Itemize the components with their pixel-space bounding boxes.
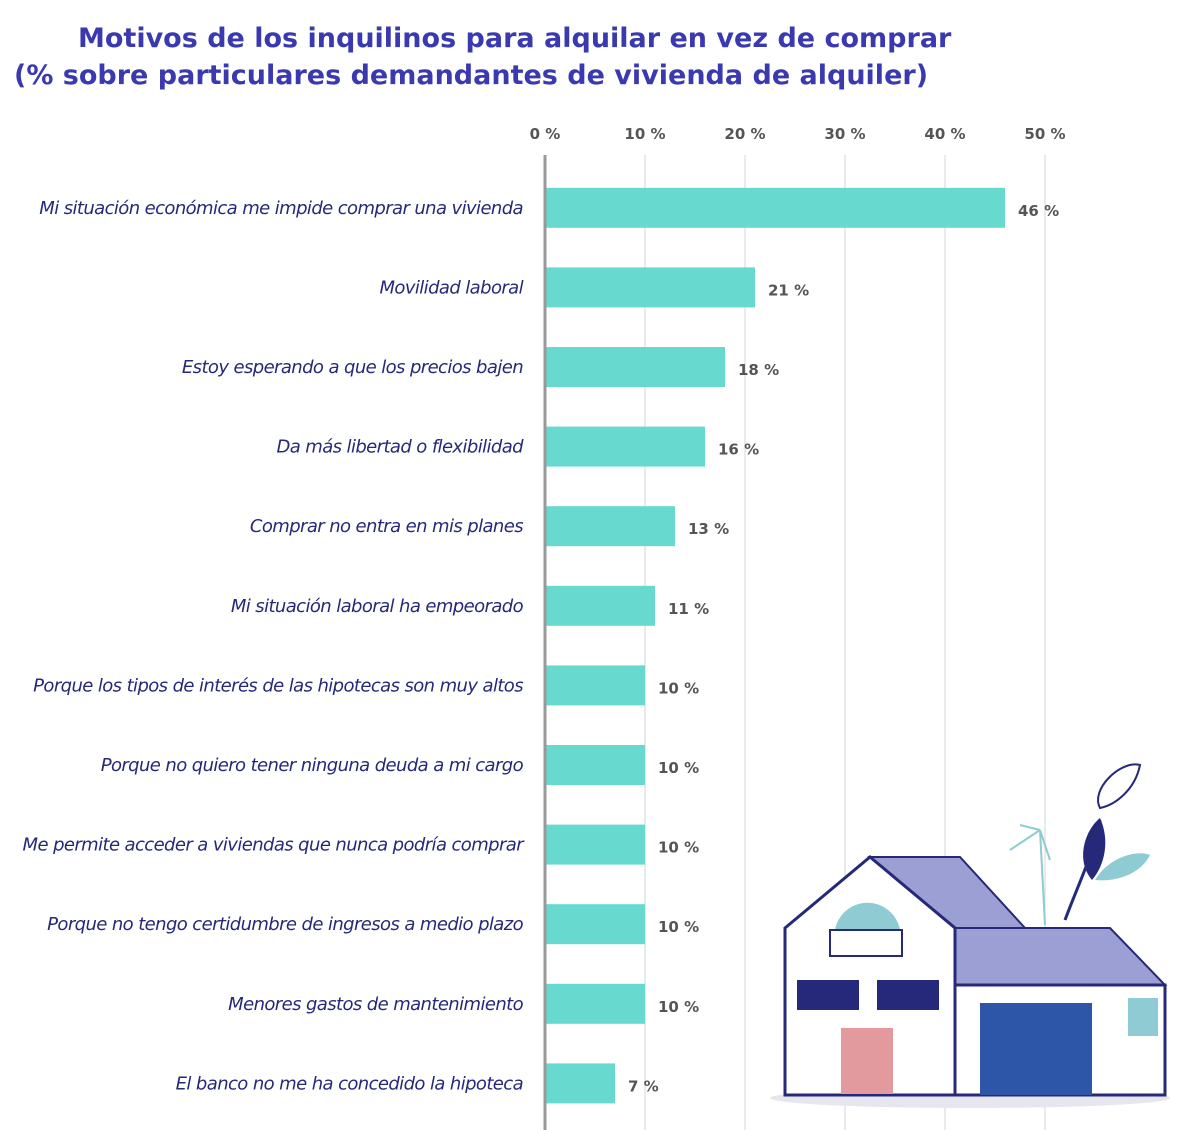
chart-title: Motivos de los inquilinos para alquilar … [78, 23, 952, 54]
value-label: 10 % [658, 839, 699, 857]
bar [545, 824, 645, 865]
bar [545, 904, 645, 945]
house-illustration [770, 763, 1170, 1108]
value-label: 10 % [658, 679, 699, 697]
value-label: 13 % [688, 520, 729, 538]
y-tick-label: Da más libertad o flexibilidad [276, 437, 524, 458]
y-tick-label: Mi situación laboral ha empeorado [231, 596, 524, 617]
value-label: 10 % [658, 759, 699, 777]
x-tick-label: 0 % [530, 125, 561, 143]
y-tick-label: Me permite acceder a viviendas que nunca… [23, 835, 526, 856]
bar [545, 585, 655, 626]
bar [545, 1063, 615, 1104]
y-tick-label: Estoy esperando a que los precios bajen [182, 357, 523, 378]
bar [545, 745, 645, 785]
bar [545, 187, 1005, 228]
y-tick-label: Movilidad laboral [379, 277, 523, 298]
x-tick-label: 30 % [824, 125, 865, 143]
chart-subtitle: (% sobre particulares demandantes de viv… [14, 60, 928, 91]
bar [545, 347, 725, 387]
bar [545, 426, 705, 467]
bar [545, 983, 645, 1024]
x-tick-label: 20 % [724, 125, 765, 143]
value-label: 10 % [658, 918, 699, 936]
value-label: 7 % [628, 1077, 659, 1095]
bar [545, 267, 755, 308]
value-label: 21 % [768, 281, 809, 299]
y-tick-label: Porque los tipos de interés de las hipot… [33, 675, 523, 696]
value-label: 11 % [668, 600, 709, 618]
x-tick-label: 10 % [624, 125, 665, 143]
value-label: 46 % [1018, 202, 1059, 220]
y-tick-label: Menores gastos de mantenimiento [228, 994, 523, 1015]
bar [545, 506, 675, 547]
y-tick-label: Porque no tengo certidumbre de ingresos … [47, 914, 523, 935]
bar [545, 665, 645, 706]
x-tick-label: 50 % [1024, 125, 1065, 143]
value-label: 18 % [738, 361, 779, 379]
y-tick-label: Mi situación económica me impide comprar… [39, 198, 523, 219]
y-tick-label: El banco no me ha concedido la hipoteca [176, 1073, 523, 1094]
y-tick-label: Comprar no entra en mis planes [250, 516, 523, 537]
value-label: 10 % [658, 998, 699, 1016]
x-tick-label: 40 % [924, 125, 965, 143]
value-label: 16 % [718, 441, 759, 459]
y-tick-label: Porque no quiero tener ninguna deuda a m… [101, 755, 524, 776]
